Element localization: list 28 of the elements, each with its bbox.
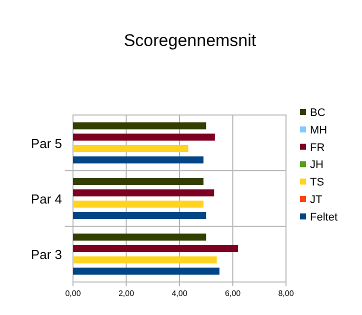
legend-label: Feltet — [310, 211, 338, 224]
bar — [73, 234, 206, 241]
y-tick-label: Par 3 — [30, 247, 62, 262]
bar — [73, 256, 217, 264]
chart-title: Scoregennemsnit — [124, 31, 256, 50]
bar — [73, 200, 204, 208]
x-tick-label: 0,00 — [65, 289, 82, 298]
y-tick-label: Par 4 — [30, 192, 62, 206]
bar — [73, 189, 214, 196]
legend-label: FR — [310, 142, 325, 154]
bar — [73, 144, 188, 152]
x-tick-label: 2,00 — [118, 289, 135, 298]
bar — [73, 134, 215, 141]
legend-label: JH — [310, 159, 324, 172]
x-tick-label: 4,00 — [172, 289, 188, 298]
bar — [73, 268, 220, 275]
bar — [73, 156, 204, 164]
legend-label: JT — [310, 194, 322, 206]
legend-label: TS — [310, 176, 324, 189]
y-tick-label: Par 5 — [30, 136, 62, 151]
x-tick-label: 8,00 — [278, 289, 294, 298]
bar — [73, 122, 206, 130]
legend-label: BC — [310, 107, 326, 119]
x-tick-label: 6,00 — [224, 289, 242, 298]
bar — [73, 244, 238, 252]
legend-label: MH — [310, 124, 328, 136]
bar — [73, 212, 206, 220]
bar — [73, 178, 204, 185]
